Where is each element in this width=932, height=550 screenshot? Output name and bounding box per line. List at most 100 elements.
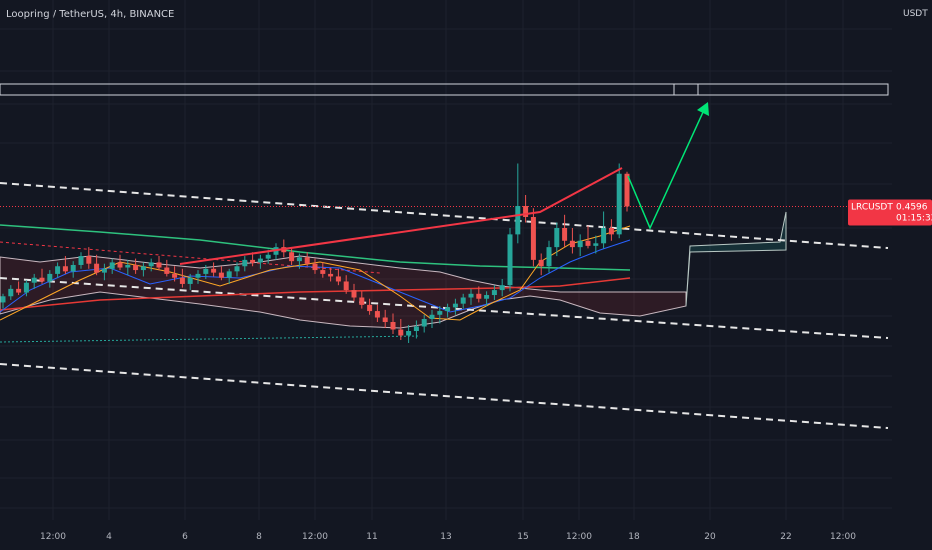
candle-body (577, 240, 583, 248)
candle-body (164, 267, 170, 274)
candle-body (242, 259, 248, 267)
candle-body (491, 290, 497, 296)
candle-body (133, 264, 139, 271)
candle-body (515, 206, 521, 235)
candle-body (429, 314, 435, 319)
candle-body (421, 319, 427, 327)
candle-body (70, 264, 76, 272)
drawings (179, 102, 709, 265)
x-tick-label: 18 (628, 532, 640, 542)
x-tick-label: 12:00 (302, 532, 328, 542)
candle-body (616, 173, 622, 235)
candle-body (530, 217, 536, 260)
currency-label: USDT (903, 9, 928, 19)
candle-body (320, 270, 326, 274)
candle-body (601, 228, 607, 244)
candle-body (234, 266, 240, 272)
candle-body (328, 273, 334, 277)
ma-blue (0, 239, 631, 313)
price-axis[interactable]: USDT (892, 0, 932, 520)
x-tick-label: 12:00 (566, 532, 592, 542)
candle-body (554, 228, 560, 248)
candle-body (398, 329, 404, 336)
candle-body (312, 263, 318, 271)
candle-body (593, 243, 599, 246)
candle-body (265, 254, 271, 259)
x-tick-label: 12:00 (40, 532, 66, 542)
candle-body (624, 173, 630, 207)
candle-body (31, 277, 37, 283)
support-dotted (0, 335, 421, 343)
x-tick-label: 22 (780, 532, 791, 542)
candle-body (538, 259, 544, 267)
x-tick-label: 13 (440, 532, 451, 542)
candle-body (382, 317, 388, 322)
ma-green (0, 224, 631, 271)
chart-title: Loopring / TetherUS, 4h, BINANCE (6, 9, 175, 20)
last-price-label: 0.4596 (896, 202, 928, 212)
candle-body (413, 326, 419, 331)
candle-body (452, 303, 458, 308)
candle-body (296, 257, 302, 262)
x-tick-label: 15 (517, 532, 528, 542)
trend-line (179, 167, 623, 265)
candle-body (16, 288, 22, 293)
candle-body (304, 257, 310, 264)
candle-body (148, 262, 154, 267)
channel-line (0, 363, 889, 429)
candle-body (140, 266, 146, 271)
x-tick-label: 6 (182, 532, 188, 542)
candle-body (62, 266, 68, 272)
candle-body (351, 290, 357, 298)
future-cloud (685, 211, 787, 307)
candle-body (179, 277, 185, 284)
candle-body (117, 262, 123, 268)
candle-body (569, 240, 575, 248)
candle-body (8, 288, 14, 297)
candle-body (101, 268, 107, 273)
candle-body (367, 304, 373, 312)
candle-body (109, 262, 115, 269)
x-tick-label: 4 (106, 532, 112, 542)
grid (0, 0, 892, 520)
countdown-label: 01:15:32 (896, 213, 932, 223)
x-tick-label: 12:00 (830, 532, 856, 542)
candle-body (86, 256, 92, 264)
candle-body (484, 295, 490, 299)
candle-body (23, 282, 29, 293)
candle-body (289, 252, 295, 262)
candle-body (476, 293, 482, 299)
candle-body (125, 264, 131, 268)
candle-body (195, 273, 201, 278)
candle-body (460, 297, 466, 304)
candle-body (211, 268, 217, 273)
candle-body (445, 307, 451, 312)
symbol-label: LRCUSDT (851, 202, 893, 212)
candle-body (608, 228, 614, 235)
candle-body (156, 262, 162, 268)
ichimoku-cloud (0, 211, 787, 329)
x-tick-label: 8 (256, 532, 262, 542)
ma-red (0, 277, 631, 311)
candle-body (0, 296, 6, 303)
candle-body (390, 322, 396, 330)
candle-body (562, 228, 568, 241)
candle-body (523, 206, 529, 217)
x-tick-label: 20 (704, 532, 716, 542)
trend-channels (0, 83, 892, 429)
candle-body (218, 272, 224, 278)
x-tick-label: 11 (366, 532, 377, 542)
candle-body (203, 268, 209, 274)
candle-body (585, 240, 591, 246)
candle-body (359, 297, 365, 305)
candle-body (39, 277, 45, 282)
candle-body (257, 258, 263, 263)
candle-body (335, 276, 341, 282)
candle-body (546, 247, 552, 267)
channel-line (0, 277, 889, 339)
candle-body (172, 273, 178, 278)
candle-body (406, 331, 412, 336)
candle-body (468, 293, 474, 298)
candle-body (78, 256, 84, 265)
